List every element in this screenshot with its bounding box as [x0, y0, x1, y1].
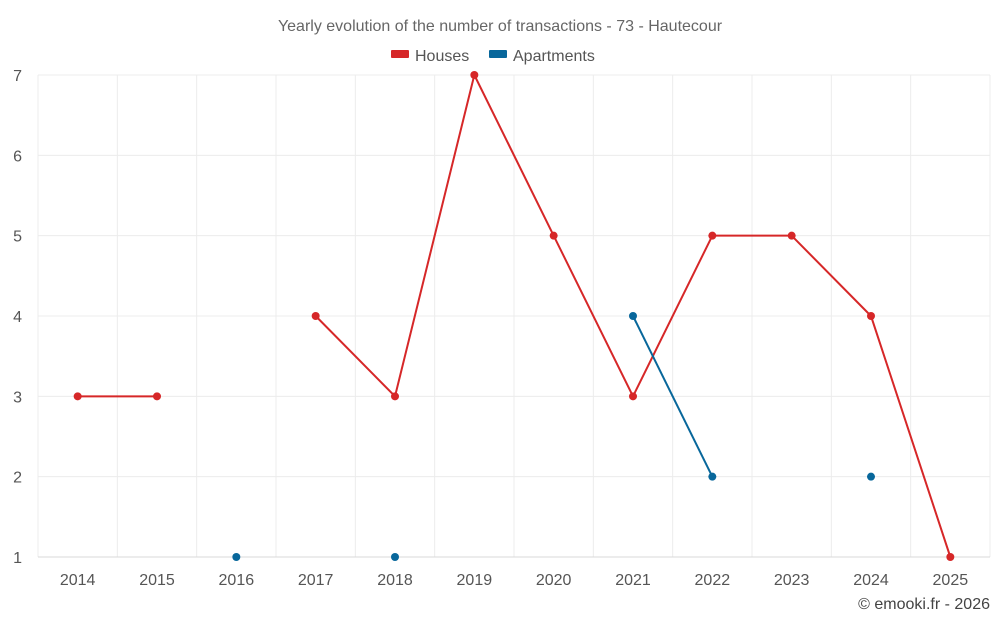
data-point[interactable] — [708, 231, 717, 240]
series-0 — [73, 71, 955, 561]
y-tick-label: 7 — [13, 68, 22, 85]
x-tick-label: 2016 — [219, 572, 255, 589]
data-point[interactable] — [391, 553, 399, 561]
data-point[interactable] — [867, 472, 875, 481]
series-group — [73, 71, 955, 561]
x-tick-label: 2021 — [615, 572, 651, 589]
y-tick-label: 3 — [13, 389, 22, 406]
y-tick-label: 2 — [13, 470, 22, 487]
data-point[interactable] — [311, 312, 320, 320]
data-point[interactable] — [629, 392, 637, 401]
x-tick-label: 2022 — [695, 572, 731, 589]
x-tick-label: 2015 — [139, 572, 175, 589]
legend-item-0[interactable]: Houses — [391, 48, 469, 65]
data-point[interactable] — [232, 553, 241, 561]
y-axis: 1 2 3 4 5 6 7 — [13, 68, 22, 567]
chart-title: Yearly evolution of the number of transa… — [278, 18, 723, 35]
x-tick-label: 2017 — [298, 572, 334, 589]
data-point[interactable] — [153, 392, 161, 401]
x-tick-label: 2024 — [853, 572, 889, 589]
y-tick-label: 1 — [13, 550, 22, 567]
data-point[interactable] — [73, 392, 82, 401]
data-point[interactable] — [787, 231, 796, 240]
legend-label: Apartments — [513, 48, 595, 65]
legend-label: Houses — [415, 48, 469, 65]
legend-swatch — [391, 50, 409, 58]
y-tick-label: 6 — [13, 148, 22, 165]
data-point[interactable] — [629, 312, 637, 320]
x-axis: 2014 2015 2016 2017 2018 2019 2020 2021 2022 2023… — [60, 572, 968, 589]
x-tick-label: 2018 — [377, 572, 413, 589]
data-point[interactable] — [391, 392, 399, 401]
legend-item-1[interactable]: Apartments — [489, 48, 595, 65]
y-tick-label: 5 — [13, 229, 22, 246]
credit-label: © emooki.fr - 2026 — [858, 596, 990, 613]
legend-swatch — [489, 50, 507, 58]
series-line — [632, 315, 714, 478]
y-tick-label: 4 — [13, 309, 22, 326]
x-tick-label: 2025 — [933, 572, 969, 589]
grid — [37, 74, 991, 558]
x-tick-label: 2014 — [60, 572, 96, 589]
legend[interactable]: Houses Apartments — [391, 48, 595, 65]
data-point[interactable] — [470, 71, 479, 79]
data-point[interactable] — [946, 553, 955, 561]
x-tick-label: 2019 — [457, 572, 493, 589]
data-point[interactable] — [708, 472, 717, 481]
data-point[interactable] — [867, 312, 875, 320]
x-tick-label: 2020 — [536, 572, 572, 589]
x-tick-label: 2023 — [774, 572, 810, 589]
series-1 — [232, 312, 875, 561]
data-point[interactable] — [549, 231, 558, 240]
